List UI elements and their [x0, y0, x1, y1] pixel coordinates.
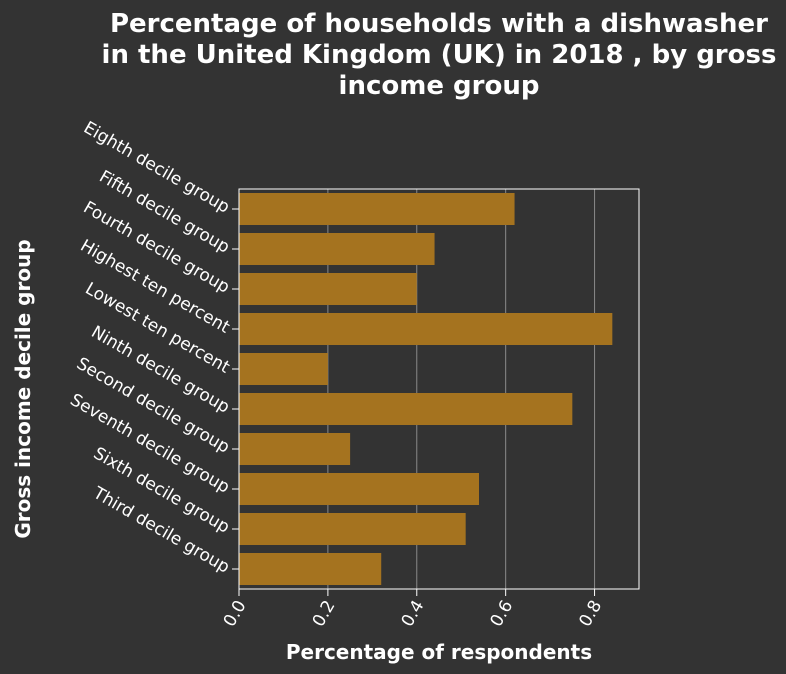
bar: [239, 513, 466, 545]
bars: [239, 193, 613, 585]
bar: [239, 393, 573, 425]
bar: [239, 473, 479, 505]
bar: [239, 233, 435, 265]
bar: [239, 273, 417, 305]
bar: [239, 353, 328, 385]
bar: [239, 553, 382, 585]
chart-title-line: income group: [339, 71, 540, 101]
y-axis-title: Gross income decile group: [11, 239, 35, 538]
chart-title-line: Percentage of households with a dishwash…: [110, 9, 768, 39]
x-axis-title: Percentage of respondents: [286, 640, 592, 664]
chart-title-line: in the United Kingdom (UK) in 2018 , by …: [102, 40, 777, 70]
chart-title: Percentage of households with a dishwash…: [102, 9, 777, 101]
bar: [239, 433, 351, 465]
plot-frame: [238, 188, 640, 590]
bar: [239, 313, 613, 345]
bar: [239, 193, 515, 225]
